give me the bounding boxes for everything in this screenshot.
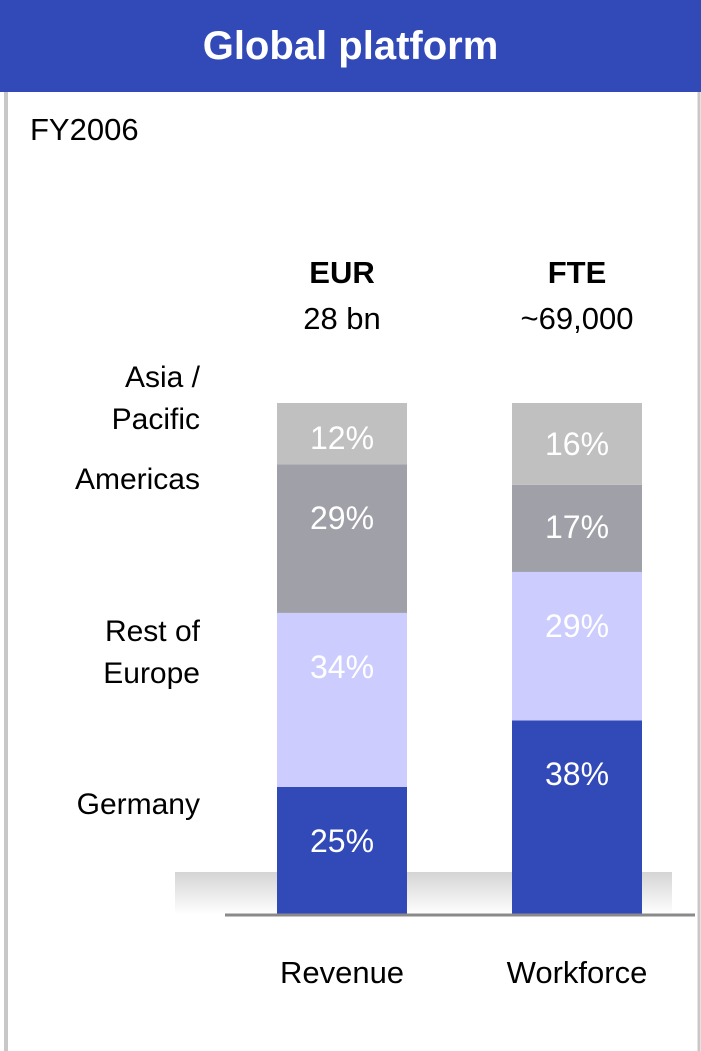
column-header-subtitle: 28 bn bbox=[303, 301, 381, 336]
subtitle: FY2006 bbox=[30, 112, 139, 147]
value-label: 25% bbox=[309, 822, 375, 859]
legend-label: Rest of Europe bbox=[103, 615, 200, 690]
column-header-title: EUR bbox=[309, 255, 375, 290]
column-header-title: FTE bbox=[547, 255, 607, 290]
legend-label: Americas bbox=[74, 463, 200, 496]
value-label: 38% bbox=[544, 756, 610, 793]
bar-segment bbox=[277, 787, 407, 915]
title-bar bbox=[0, 0, 701, 92]
category-label: Revenue bbox=[279, 955, 405, 990]
value-label: 29% bbox=[544, 607, 610, 644]
bar-segment bbox=[512, 720, 642, 915]
value-label: 29% bbox=[309, 500, 375, 537]
column-header-subtitle: ~69,000 bbox=[520, 301, 634, 336]
bar-segment bbox=[512, 484, 642, 572]
bar-segment bbox=[512, 403, 642, 485]
bar-segment bbox=[512, 571, 642, 721]
legend-label: Germany bbox=[76, 788, 200, 821]
bar-segment bbox=[277, 612, 407, 787]
legend-label: Asia / Pacific bbox=[111, 361, 200, 436]
bar-segment bbox=[277, 403, 407, 465]
bar-segment bbox=[277, 464, 407, 613]
value-label: 34% bbox=[309, 648, 375, 685]
title: Global platform bbox=[202, 24, 499, 68]
value-label: 17% bbox=[544, 509, 610, 546]
value-label: 12% bbox=[309, 420, 375, 457]
value-label: 16% bbox=[544, 425, 610, 462]
category-label: Workforce bbox=[506, 955, 648, 990]
